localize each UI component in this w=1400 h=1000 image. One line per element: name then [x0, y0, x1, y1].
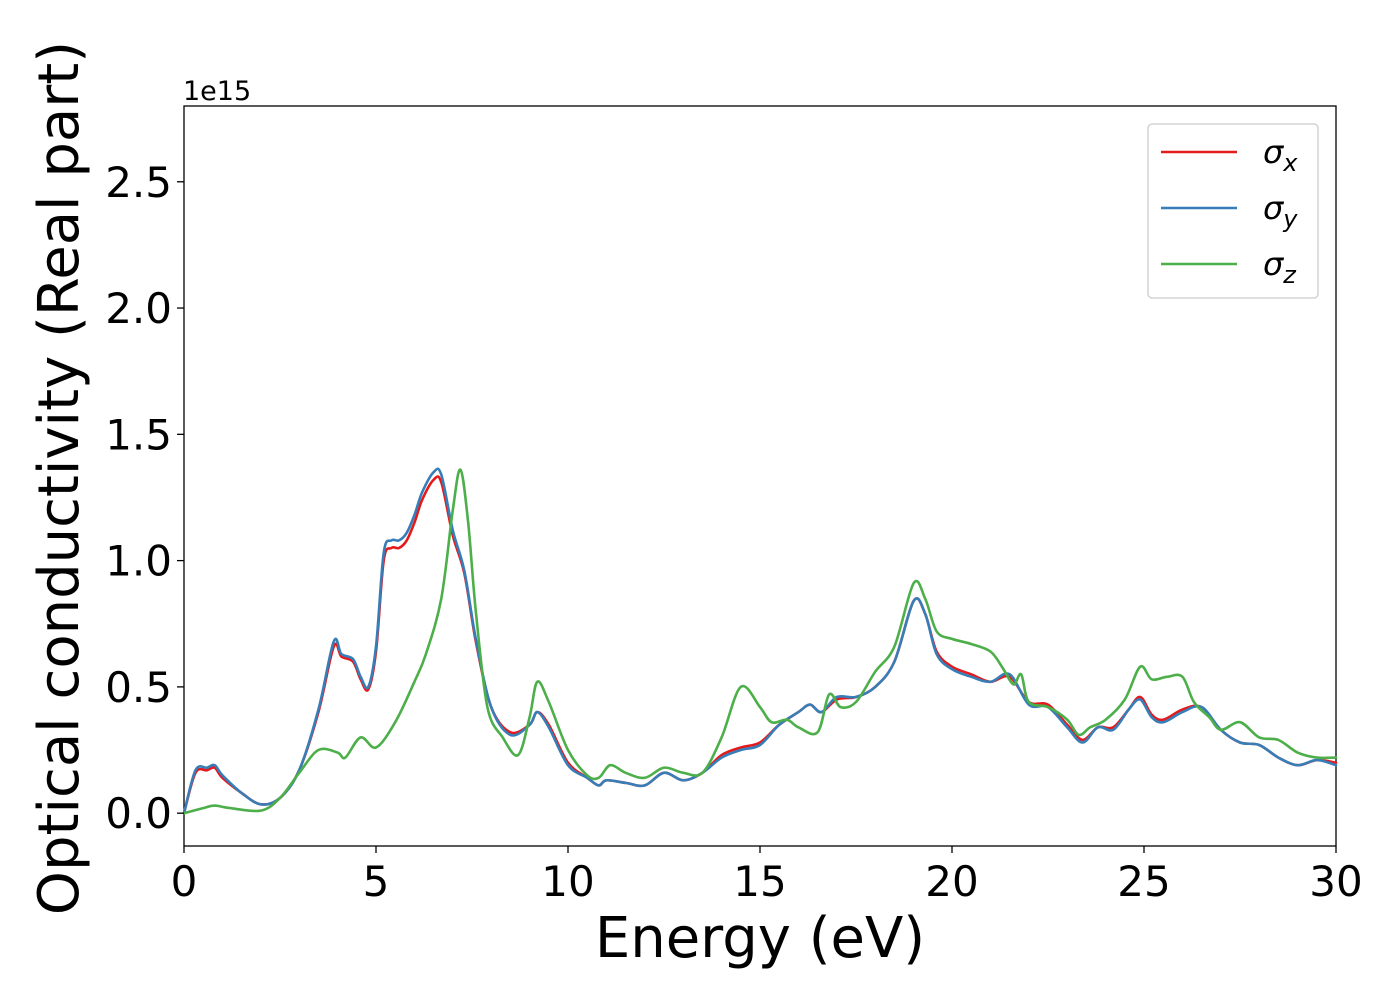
x-axis-label: Energy (eV): [595, 906, 925, 971]
y-tick-label: 1.0: [105, 537, 172, 586]
y-axis-ticks: 0.0 0.5 1.0 1.5 2.0 2.5: [105, 158, 184, 838]
series-lines: [182, 467, 1338, 815]
x-tick-label: 10: [541, 857, 594, 906]
legend-label-y: σy: [1263, 189, 1298, 233]
legend-box: [1147, 123, 1319, 299]
y-tick-label: 2.0: [105, 284, 172, 333]
y-tick-label: 2.5: [105, 158, 172, 207]
x-tick-label: 0: [171, 857, 198, 906]
y-axis-offset-label: 1e15: [183, 76, 251, 107]
series-line-y: [182, 467, 1338, 815]
y-tick-label: 0.0: [105, 789, 172, 838]
x-tick-label: 15: [733, 857, 786, 906]
legend-label-z: σz: [1263, 245, 1297, 289]
series-line-z: [182, 468, 1338, 815]
x-tick-label: 25: [1117, 857, 1170, 906]
legend: σx σy σz: [1147, 123, 1319, 299]
y-tick-label: 0.5: [105, 663, 172, 712]
x-axis-ticks: 0 5 10 15 20 25 30: [171, 846, 1363, 906]
y-axis-label: Optical conductivity (Real part): [27, 41, 92, 915]
series-line-x: [182, 475, 1338, 815]
x-tick-label: 5: [363, 857, 390, 906]
x-tick-label: 20: [925, 857, 978, 906]
legend-label-x: σx: [1263, 133, 1298, 177]
x-tick-label: 30: [1309, 857, 1362, 906]
y-tick-label: 1.5: [105, 410, 172, 459]
